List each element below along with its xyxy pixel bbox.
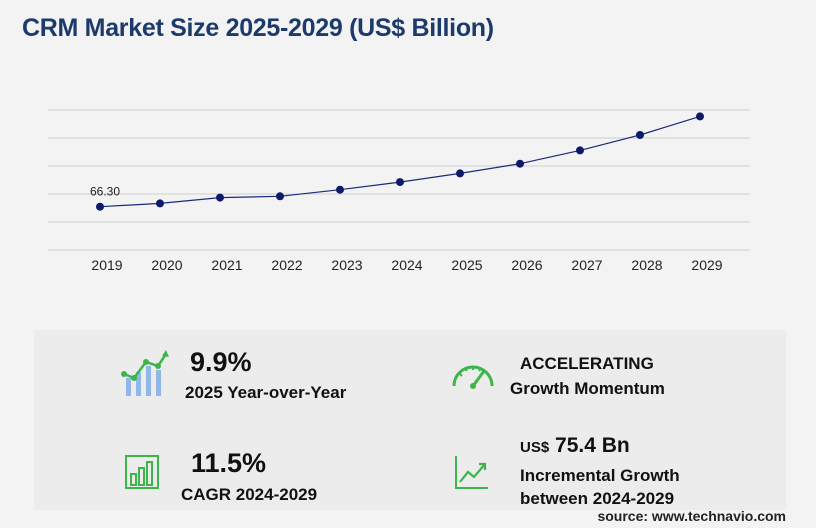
x-tick-label: 2023 <box>331 257 362 273</box>
incremental-line1: Incremental Growth <box>520 466 680 485</box>
data-point-2019 <box>96 202 104 211</box>
stats-panel: 9.9% 2025 Year-over-Year ACCELERATING Gr… <box>34 330 786 510</box>
speedometer-icon <box>450 356 496 395</box>
bar-line-chart-icon <box>120 350 170 403</box>
x-tick-label: 2020 <box>151 257 182 273</box>
data-point-2029 <box>696 112 704 121</box>
chart-title: CRM Market Size 2025-2029 (US$ Billion) <box>22 14 494 42</box>
data-point-2023 <box>336 185 344 194</box>
data-point-2026 <box>516 159 524 168</box>
x-axis-ticks: 2019 2020 2021 2022 2023 2024 2025 2026 2027 2028… <box>91 257 722 273</box>
incremental-line2: between 2024-2029 <box>520 489 675 508</box>
x-tick-label: 2028 <box>631 257 662 273</box>
data-label-2019: 66.30 <box>90 185 120 199</box>
data-point-2024 <box>396 178 404 187</box>
x-tick-label: 2021 <box>211 257 242 273</box>
data-point-2028 <box>636 131 644 139</box>
momentum-line2: Growth Momentum <box>510 379 665 398</box>
data-point-2020 <box>156 199 164 208</box>
x-tick-label: 2019 <box>91 257 122 273</box>
yoy-value: 9.9% <box>190 347 252 377</box>
cagr-value: 11.5% <box>191 448 267 478</box>
gridlines <box>48 109 750 251</box>
trend-up-icon <box>454 454 490 495</box>
x-tick-label: 2022 <box>271 257 302 273</box>
x-tick-label: 2027 <box>571 257 602 273</box>
bar-chart-icon <box>124 454 160 495</box>
x-tick-label: 2024 <box>391 257 422 273</box>
data-point-2027 <box>576 146 584 155</box>
series-line <box>99 115 701 208</box>
x-tick-label: 2025 <box>451 257 482 273</box>
incremental-value: 75.4 Bn <box>555 434 630 457</box>
data-points <box>96 112 704 211</box>
incremental-value-line: US$ 75.4 Bn <box>520 434 630 458</box>
x-tick-label: 2026 <box>511 257 542 273</box>
data-point-2021 <box>216 193 224 202</box>
x-tick-label: 2029 <box>691 257 722 273</box>
source-credit: source: www.technavio.com <box>597 508 786 524</box>
line-chart: 2019 2020 2021 2022 2023 2024 2025 2026 2027 2028… <box>48 109 750 273</box>
data-point-2025 <box>456 169 464 178</box>
cagr-label: CAGR 2024-2029 <box>181 485 318 504</box>
yoy-label: 2025 Year-over-Year <box>185 383 347 402</box>
momentum-line1: ACCELERATING <box>520 354 654 373</box>
data-point-2022 <box>276 192 284 201</box>
incremental-unit: US$ <box>520 439 550 456</box>
